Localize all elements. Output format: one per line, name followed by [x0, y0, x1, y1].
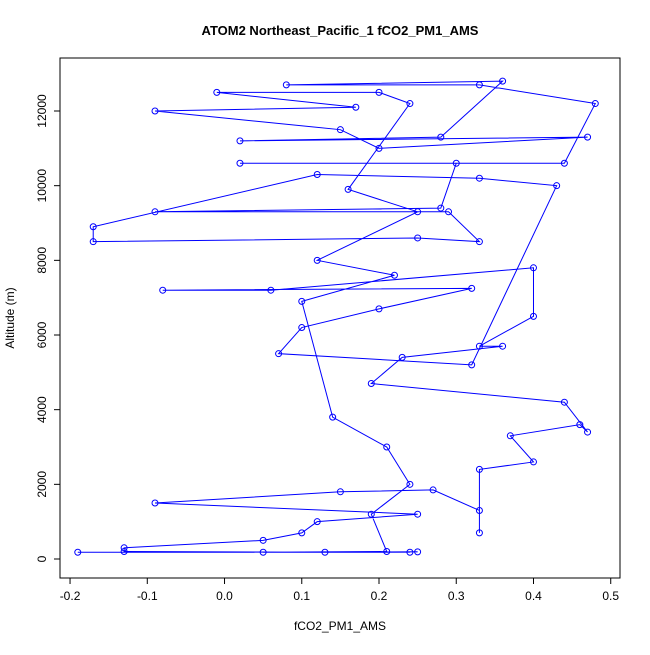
data-point [151, 107, 159, 115]
data-point [584, 428, 592, 436]
data-point [120, 544, 128, 552]
y-tick-label: 10000 [35, 169, 49, 203]
data-point [375, 144, 383, 152]
data-point [321, 548, 329, 556]
data-point [336, 488, 344, 496]
data-point [553, 182, 561, 190]
data-point [475, 465, 483, 473]
data-point [336, 126, 344, 134]
data-point [452, 159, 460, 167]
data-point [529, 264, 537, 272]
data-point [584, 133, 592, 141]
data-point [236, 159, 244, 167]
data-point [560, 398, 568, 406]
data-point [344, 185, 352, 193]
data-point [298, 529, 306, 537]
data-point [390, 271, 398, 279]
y-tick-label: 0 [35, 555, 49, 562]
data-line [77, 80, 597, 553]
data-point [429, 486, 437, 494]
y-tick-label: 6000 [35, 321, 49, 348]
y-tick-label: 2000 [35, 471, 49, 498]
data-point [213, 88, 221, 96]
x-tick-label: 0.0 [216, 589, 233, 603]
x-tick-label: 0.4 [525, 589, 542, 603]
chart-title: ATOM2 Northeast_Pacific_1 fCO2_PM1_AMS [202, 23, 479, 38]
data-point [468, 284, 476, 292]
x-tick-label: 0.3 [448, 589, 465, 603]
data-point [375, 305, 383, 313]
data-point [406, 100, 414, 108]
data-point [89, 238, 97, 246]
data-point [499, 77, 507, 85]
data-point [406, 548, 414, 556]
y-axis-label: Altitude (m) [3, 287, 17, 348]
data-point [414, 208, 422, 216]
data-point [414, 510, 422, 518]
data-point [468, 361, 476, 369]
y-tick-label: 12000 [35, 94, 49, 128]
y-tick-label: 8000 [35, 247, 49, 274]
data-point [529, 312, 537, 320]
data-point [437, 133, 445, 141]
data-point [89, 223, 97, 231]
data-point [398, 353, 406, 361]
data-point [151, 499, 159, 507]
data-point [475, 529, 483, 537]
data-point [499, 342, 507, 350]
data-point [560, 159, 568, 167]
data-point [475, 81, 483, 89]
plot-frame [59, 57, 621, 579]
data-point [151, 208, 159, 216]
data-point [275, 350, 283, 358]
data-point [74, 548, 82, 556]
data-point [506, 432, 514, 440]
data-point [313, 518, 321, 526]
data-point [298, 297, 306, 305]
data-point [414, 234, 422, 242]
data-point [375, 88, 383, 96]
data-point [475, 174, 483, 182]
data-point [367, 380, 375, 388]
x-tick-label: 0.2 [371, 589, 388, 603]
data-point [267, 286, 275, 294]
data-point [591, 100, 599, 108]
data-point [259, 548, 267, 556]
x-tick-label: 0.1 [293, 589, 310, 603]
data-point [313, 256, 321, 264]
data-point [236, 137, 244, 145]
data-point [529, 458, 537, 466]
data-point [298, 324, 306, 332]
data-point [367, 510, 375, 518]
x-tick-label: -0.1 [137, 589, 158, 603]
data-point [383, 548, 391, 556]
data-point [406, 480, 414, 488]
data-point [475, 506, 483, 514]
data-point [475, 342, 483, 350]
data-point [159, 286, 167, 294]
data-point [259, 536, 267, 544]
y-tick-label: 4000 [35, 396, 49, 423]
data-point [437, 204, 445, 212]
data-point [352, 103, 360, 111]
data-point [576, 421, 584, 429]
x-axis-label: fCO2_PM1_AMS [294, 619, 386, 633]
data-point [329, 413, 337, 421]
data-point [313, 170, 321, 178]
data-point [282, 81, 290, 89]
data-point [445, 208, 453, 216]
x-tick-label: -0.2 [60, 589, 81, 603]
data-point [383, 443, 391, 451]
x-tick-label: 0.5 [602, 589, 619, 603]
data-point [120, 548, 128, 556]
data-point [414, 548, 422, 556]
data-point [475, 238, 483, 246]
